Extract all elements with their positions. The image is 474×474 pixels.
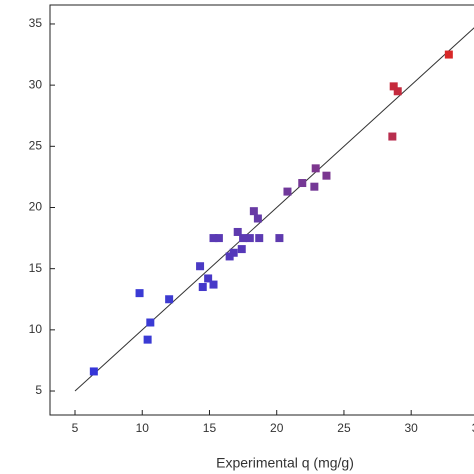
point — [388, 132, 397, 141]
y-tick-label: 10 — [29, 322, 43, 336]
point — [135, 289, 144, 298]
point — [198, 283, 207, 292]
point — [322, 171, 331, 180]
point — [233, 227, 242, 236]
point — [393, 87, 402, 96]
point — [229, 248, 238, 257]
point — [275, 234, 284, 243]
point — [283, 187, 292, 196]
x-tick-label: 20 — [270, 421, 284, 435]
y-tick-label: 35 — [29, 16, 43, 30]
point — [255, 234, 264, 243]
point — [209, 234, 218, 243]
point — [239, 234, 248, 243]
y-tick-label: 15 — [29, 261, 43, 275]
x-tick-label: 15 — [203, 421, 217, 435]
y-tick-label: 25 — [29, 138, 43, 152]
x-tick-label: 35 — [472, 421, 474, 435]
point — [311, 164, 320, 173]
x-tick-label: 25 — [337, 421, 351, 435]
point — [143, 335, 152, 344]
y-tick-label: 20 — [29, 200, 43, 214]
fit-line — [74, 27, 474, 392]
point — [253, 214, 262, 223]
point — [237, 245, 246, 254]
point — [214, 234, 223, 243]
plot-frame — [49, 4, 474, 416]
x-tick-label: 10 — [136, 421, 150, 435]
x-axis-label: Experimental q (mg/g) — [216, 455, 354, 471]
y-tick-label: 5 — [35, 383, 42, 397]
point — [146, 318, 155, 327]
point — [204, 274, 213, 283]
point — [245, 234, 254, 243]
point — [298, 179, 307, 188]
x-tick-label: 5 — [72, 421, 79, 435]
point — [249, 207, 258, 216]
point — [444, 50, 453, 59]
point — [225, 252, 234, 261]
x-tick-label: 30 — [405, 421, 419, 435]
y-tick-label: 30 — [29, 77, 43, 91]
point — [310, 182, 319, 191]
point — [209, 280, 218, 289]
point — [196, 262, 205, 271]
point — [89, 367, 98, 376]
point — [389, 82, 398, 91]
point — [165, 295, 174, 304]
